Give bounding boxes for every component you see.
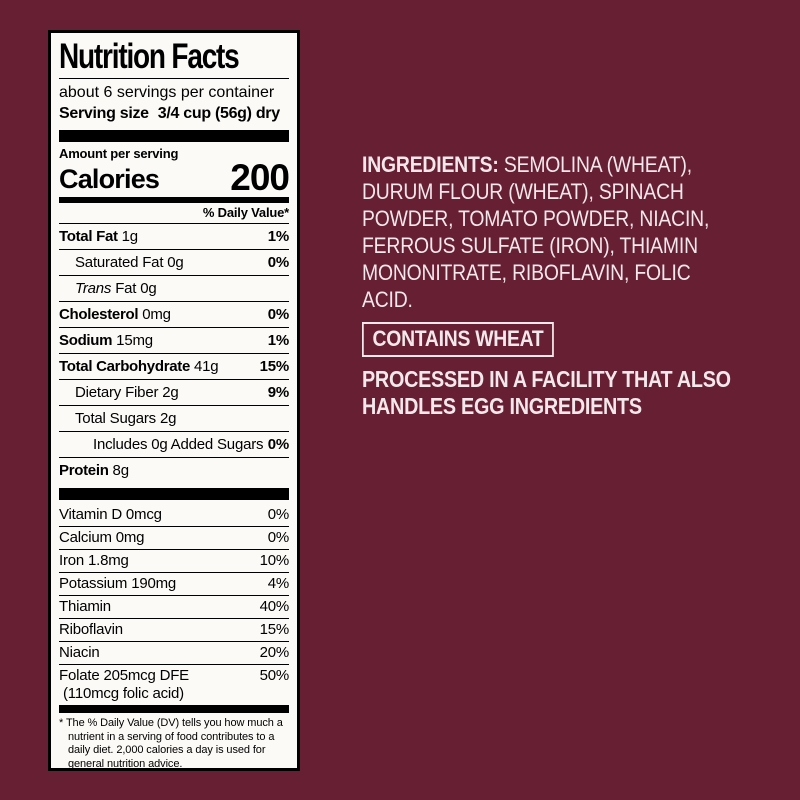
nutrient-name: Cholesterol xyxy=(59,306,139,323)
nutrient-dv: 1% xyxy=(267,228,289,245)
nutrient-amount: 8g xyxy=(112,462,130,479)
nutrient-row-total-carbohydrate: Total Carbohydrate 41g 15% xyxy=(59,354,289,380)
vitamin-row-iron: Iron 1.8mg 10% xyxy=(59,550,289,573)
thick-divider xyxy=(59,130,289,142)
nutrient-amount: 0mg xyxy=(142,306,171,323)
ingredients-panel: INGREDIENTS: SEMOLINA (WHEAT), DURUM FLO… xyxy=(362,151,782,420)
nutrient-name: Total Sugars xyxy=(75,410,156,427)
ingredients-list: SEMOLINA (WHEAT), DURUM FLOUR (WHEAT), S… xyxy=(362,152,710,312)
thick-divider xyxy=(59,705,289,713)
vitamin-row-vitamin-d: Vitamin D 0mcg 0% xyxy=(59,504,289,527)
nutrient-amount: 2g xyxy=(162,384,179,401)
nutrient-row-protein: Protein 8g xyxy=(59,458,289,483)
nutrient-row-total-fat: Total Fat 1g 1% xyxy=(59,224,289,250)
nutrient-name-italic: Trans xyxy=(75,280,112,297)
nutrient-amount: 2g xyxy=(159,410,177,427)
nutrient-dv: 0% xyxy=(267,506,289,523)
nutrient-name: Niacin xyxy=(59,644,100,661)
nutrient-name: Dietary Fiber xyxy=(75,384,159,401)
folate-subline: (110mcg folic acid) xyxy=(63,685,184,702)
nutrition-facts-title: Nutrition Facts xyxy=(59,37,240,76)
nutrient-name: Riboflavin xyxy=(59,621,123,638)
nutrient-name: Includes 0g Added Sugars xyxy=(93,436,264,453)
vitamin-row-folate: Folate 205mcg DFE 50% (110mcg folic acid… xyxy=(59,665,289,703)
nutrient-dv: 4% xyxy=(267,575,289,592)
contains-wheat-badge: CONTAINS WHEAT xyxy=(362,322,555,357)
nutrient-name: Folate 205mcg DFE xyxy=(59,667,189,684)
nutrient-row-saturated-fat: Saturated Fat 0g 0% xyxy=(59,250,289,276)
nutrient-amount: 0g xyxy=(167,254,184,271)
nutrient-row-total-sugars: Total Sugars 2g xyxy=(59,406,289,432)
nutrient-amount: 1g xyxy=(121,228,139,245)
nutrient-name: Saturated Fat xyxy=(75,254,164,271)
divider xyxy=(59,78,289,79)
nutrient-name: Iron 1.8mg xyxy=(59,552,129,569)
facility-warning: PROCESSED IN A FACILITY THAT ALSO HANDLE… xyxy=(362,366,731,419)
nutrient-dv: 0% xyxy=(267,529,289,546)
nutrient-name: Sodium xyxy=(59,332,113,349)
nutrient-dv: 15% xyxy=(259,358,290,375)
servings-per-container: about 6 servings per container xyxy=(59,84,275,101)
nutrient-name: Protein xyxy=(59,462,109,479)
serving-size-row: Serving size 3/4 cup (56g) dry xyxy=(59,103,289,125)
nutrient-name: Fat xyxy=(115,280,137,297)
nutrient-name: Potassium 190mg xyxy=(59,575,177,592)
nutrient-row-dietary-fiber: Dietary Fiber 2g 9% xyxy=(59,380,289,406)
nutrient-name: Thiamin xyxy=(59,598,111,615)
nutrient-dv: 9% xyxy=(267,384,289,401)
nutrient-dv: 20% xyxy=(259,644,290,661)
nutrient-row-trans-fat: Trans Fat 0g xyxy=(59,276,289,302)
vitamin-row-calcium: Calcium 0mg 0% xyxy=(59,527,289,550)
medium-divider xyxy=(59,197,289,203)
nutrient-dv: 50% xyxy=(259,667,290,684)
thick-divider xyxy=(59,488,289,500)
daily-value-footnote: * The % Daily Value (DV) tells you how m… xyxy=(59,717,283,770)
amount-per-serving-label: Amount per serving xyxy=(59,146,179,161)
serving-size-label: Serving size xyxy=(59,105,149,122)
nutrient-amount: 0g xyxy=(140,280,157,297)
nutrient-dv: 10% xyxy=(259,552,290,569)
vitamin-row-thiamin: Thiamin 40% xyxy=(59,596,289,619)
vitamin-row-niacin: Niacin 20% xyxy=(59,642,289,665)
nutrient-dv: 15% xyxy=(259,621,290,638)
nutrient-amount: 41g xyxy=(193,358,219,375)
nutrient-row-cholesterol: Cholesterol 0mg 0% xyxy=(59,302,289,328)
calories-row: Calories 200 xyxy=(59,157,290,198)
nutrient-amount: 15mg xyxy=(116,332,153,349)
nutrient-dv: 40% xyxy=(259,598,290,615)
nutrition-facts-label: Nutrition Facts about 6 servings per con… xyxy=(48,30,300,771)
vitamin-row-potassium: Potassium 190mg 4% xyxy=(59,573,289,596)
nutrient-name: Total Fat xyxy=(59,228,118,245)
nutrient-row-added-sugars: Includes 0g Added Sugars 0% xyxy=(59,432,289,458)
nutrient-dv: 1% xyxy=(267,332,289,349)
vitamin-row-riboflavin: Riboflavin 15% xyxy=(59,619,289,642)
nutrient-name: Calcium 0mg xyxy=(59,529,145,546)
ingredients-text: INGREDIENTS: SEMOLINA (WHEAT), DURUM FLO… xyxy=(362,151,732,313)
ingredients-label: INGREDIENTS: xyxy=(362,152,499,177)
daily-value-header: % Daily Value* xyxy=(59,203,289,224)
nutrient-name: Total Carbohydrate xyxy=(59,358,191,375)
nutrient-row-sodium: Sodium 15mg 1% xyxy=(59,328,289,354)
nutrient-dv: 0% xyxy=(267,436,289,453)
serving-size-value: 3/4 cup (56g) dry xyxy=(157,105,280,122)
calories-label: Calories xyxy=(59,164,160,194)
calories-value: 200 xyxy=(230,157,290,198)
nutrient-dv: 0% xyxy=(267,306,289,323)
nutrient-name: Vitamin D 0mcg xyxy=(59,506,162,523)
nutrient-dv: 0% xyxy=(267,254,289,271)
